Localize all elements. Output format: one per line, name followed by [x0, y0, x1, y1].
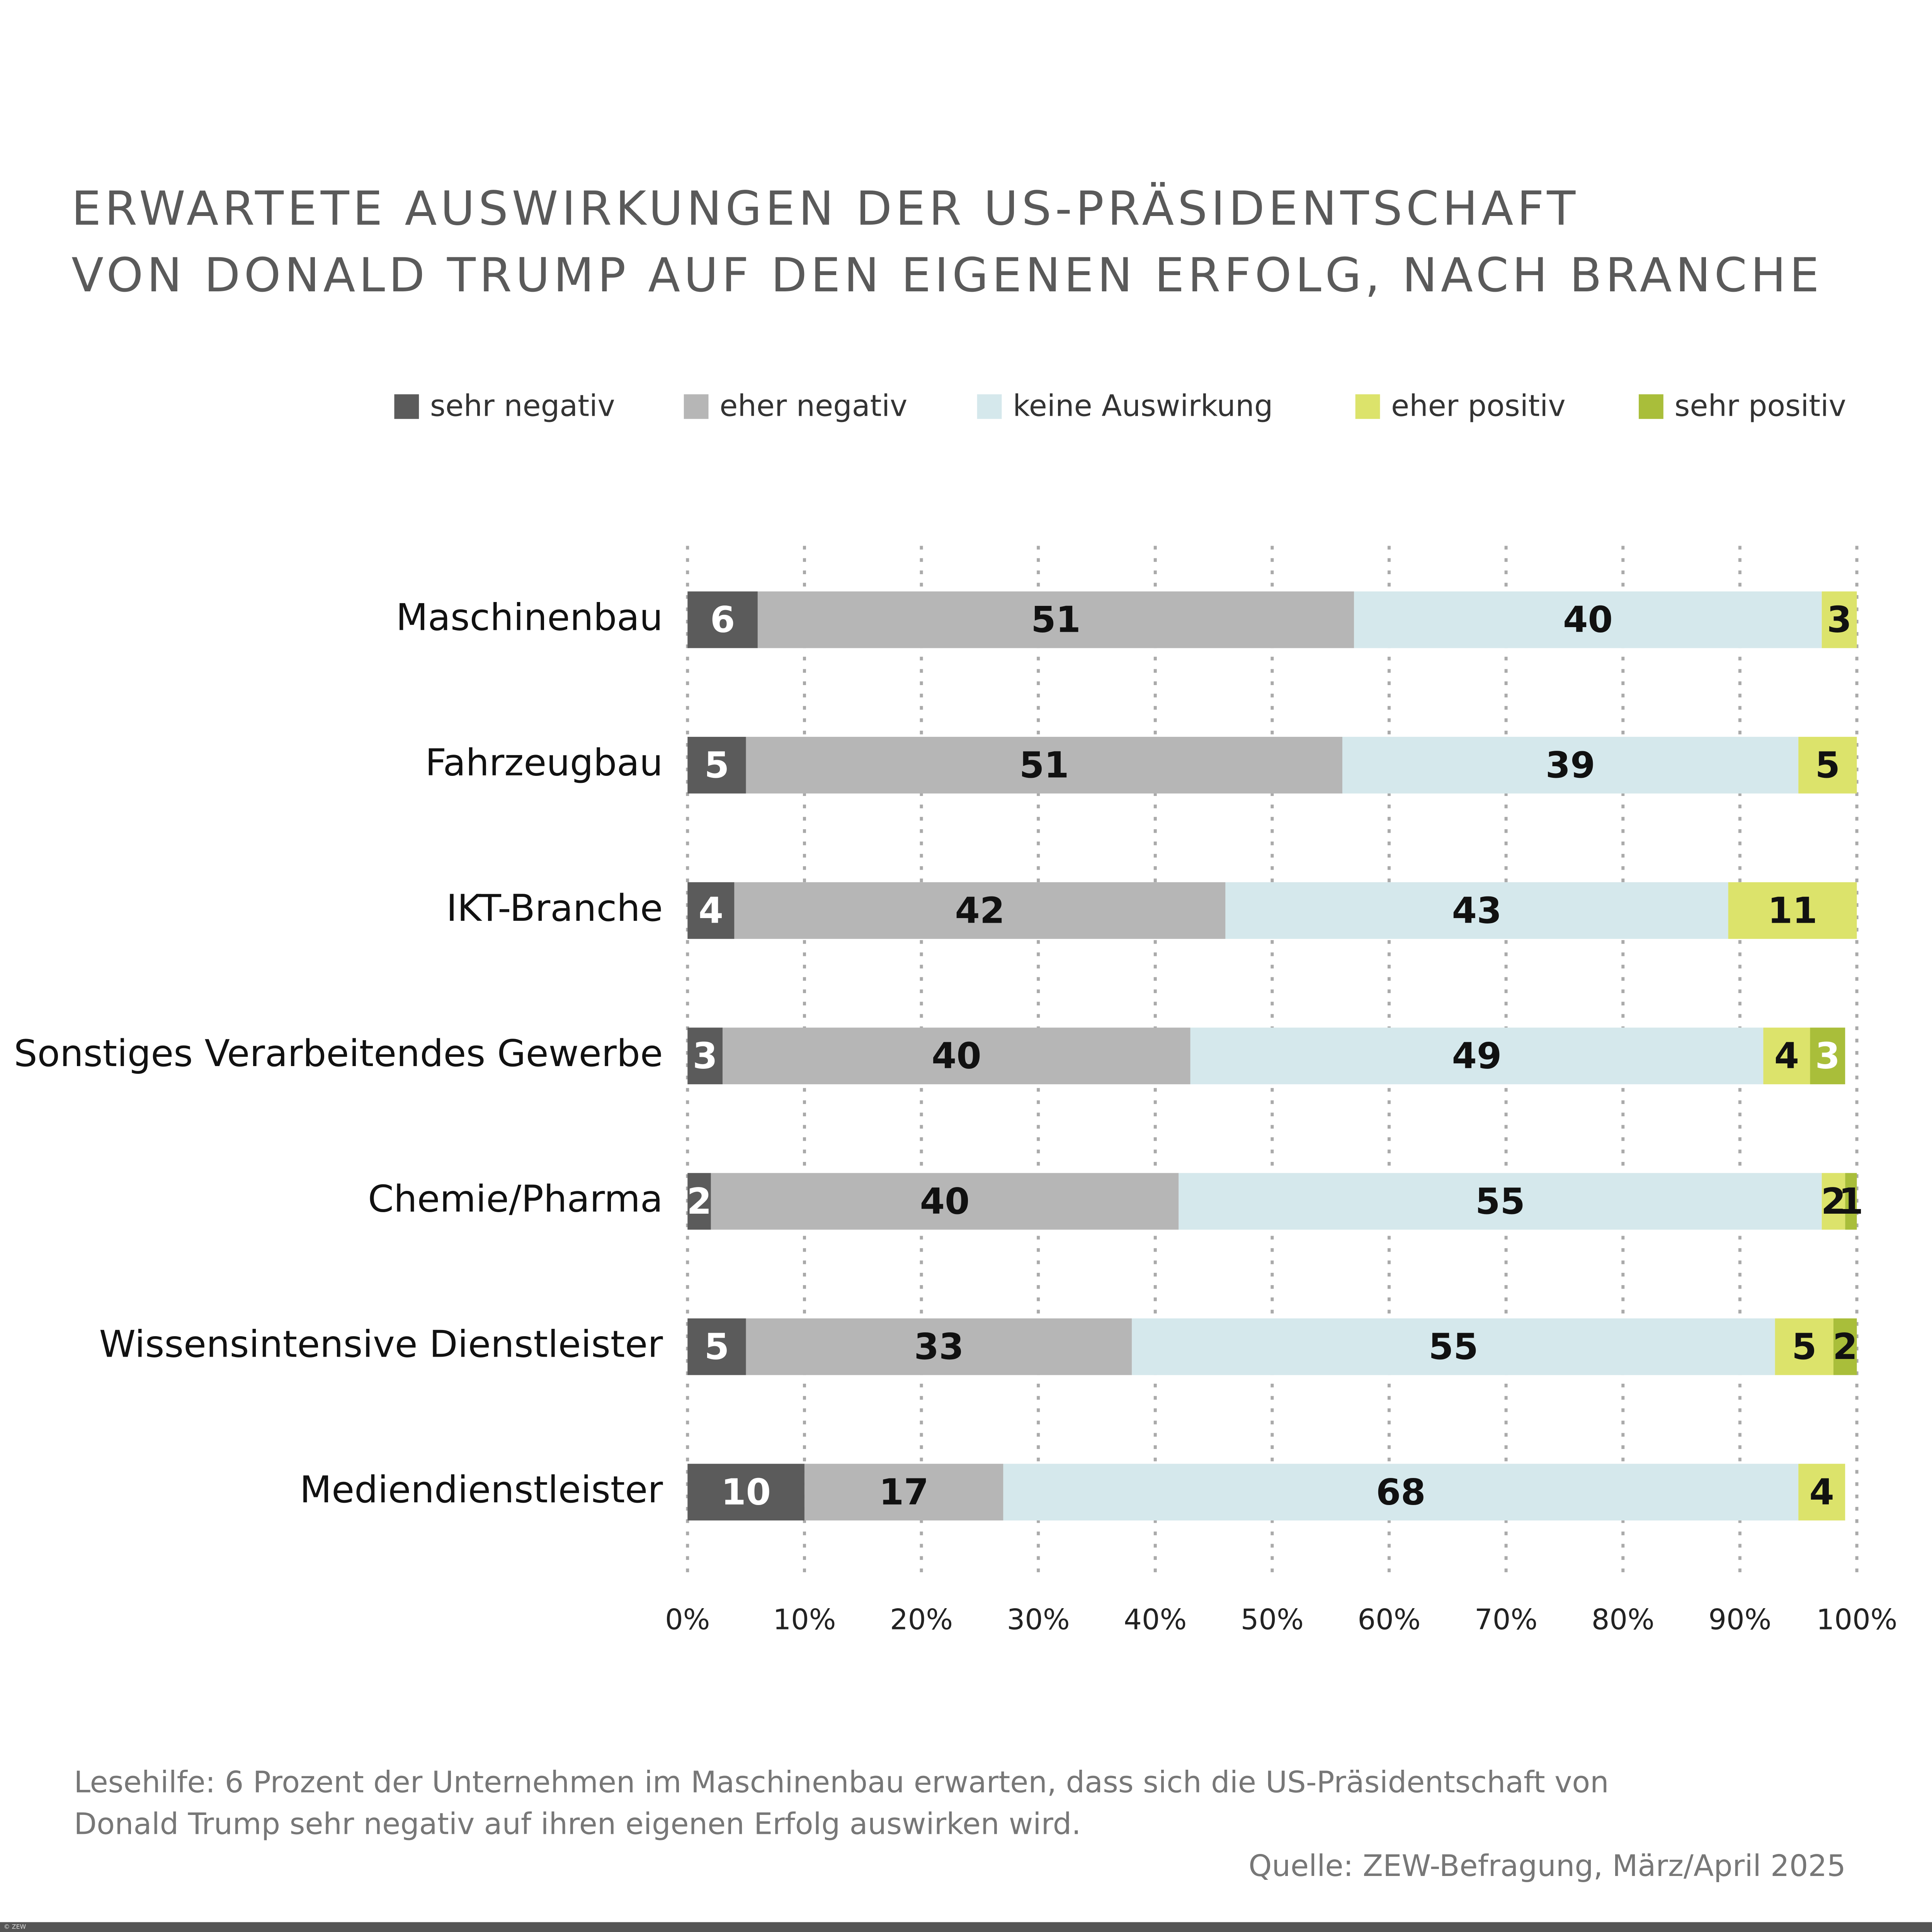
bar-segment [1810, 1027, 1845, 1085]
y-tick-label: Mediendienstleister [300, 1468, 663, 1511]
bar-segment [1728, 882, 1857, 939]
chart-title: VON DONALD TRUMP AUF DEN EIGENEN ERFOLG,… [71, 248, 1823, 303]
value-label: 6 [710, 599, 735, 641]
bar-segment [1190, 1027, 1764, 1085]
bar-segment [746, 736, 1342, 794]
legend-swatch [977, 394, 1002, 419]
value-label: 2 [1821, 1180, 1846, 1222]
bar-segment [1821, 591, 1857, 648]
legend-swatch [1355, 394, 1380, 419]
x-tick-label: 10% [773, 1603, 836, 1636]
value-label: 3 [1815, 1035, 1840, 1077]
value-label: 5 [704, 1326, 729, 1367]
bar-segment [711, 1173, 1179, 1230]
y-tick-label: Wissensintensive Dienstleister [99, 1323, 663, 1366]
bar-segment [746, 1318, 1132, 1375]
legend-swatch [684, 394, 709, 419]
legend-swatch [1639, 394, 1663, 419]
x-tick-label: 30% [1007, 1603, 1070, 1636]
source: Quelle: ZEW-Befragung, März/April 2025 [1248, 1849, 1846, 1883]
bar-segment [734, 882, 1226, 939]
bar-segment [687, 591, 758, 648]
value-label: 3 [693, 1035, 718, 1077]
x-tick-label: 0% [665, 1603, 710, 1636]
value-label: 40 [920, 1180, 970, 1222]
bar-segment [687, 1318, 746, 1375]
bar-segment [757, 591, 1354, 648]
value-label: 2 [687, 1180, 711, 1222]
bar-segment [1798, 1464, 1845, 1520]
bar-segment [1132, 1318, 1775, 1375]
legend-label: sehr positiv [1675, 389, 1846, 423]
x-tick-label: 20% [890, 1603, 953, 1636]
value-label: 55 [1429, 1326, 1478, 1367]
x-tick-label: 60% [1358, 1603, 1421, 1636]
y-tick-label: Sonstiges Verarbeitendes Gewerbe [14, 1032, 663, 1075]
value-label: 4 [699, 889, 723, 931]
bar-segment [687, 1464, 804, 1520]
x-tick-label: 100% [1816, 1603, 1898, 1636]
bar-segment [1775, 1318, 1833, 1375]
bar-segment [1354, 591, 1822, 648]
value-label: 11 [1768, 889, 1818, 931]
bar-segment [1821, 1173, 1845, 1230]
footer-bar [0, 1922, 1932, 1932]
value-label: 3 [1827, 599, 1852, 641]
legend-label: eher negativ [719, 389, 907, 423]
value-label: 10 [721, 1471, 771, 1513]
bar-segment [687, 1173, 711, 1230]
y-tick-label: IKT-Branche [446, 886, 663, 930]
copyright: © ZEW [4, 1923, 26, 1930]
x-tick-label: 50% [1241, 1603, 1304, 1636]
value-label: 17 [879, 1471, 929, 1513]
bar-segment [687, 1027, 723, 1085]
x-tick-label: 70% [1475, 1603, 1537, 1636]
bar-segment [1003, 1464, 1799, 1520]
value-label: 51 [1031, 599, 1081, 641]
bar-segment [1845, 1173, 1857, 1230]
value-label: 4 [1774, 1035, 1799, 1077]
value-label: 40 [932, 1035, 981, 1077]
bar-segment [1798, 736, 1857, 794]
value-label: 2 [1833, 1326, 1857, 1367]
value-label: 40 [1563, 599, 1613, 641]
value-label: 5 [704, 744, 729, 786]
bar-segment [804, 1464, 1003, 1520]
value-label: 51 [1019, 744, 1069, 786]
value-label: 49 [1452, 1035, 1502, 1077]
value-label: 39 [1546, 744, 1595, 786]
y-tick-label: Maschinenbau [396, 595, 663, 639]
legend-label: eher positiv [1391, 389, 1565, 423]
bar-segment [1763, 1027, 1810, 1085]
y-tick-label: Fahrzeugbau [425, 741, 663, 784]
value-label: 1 [1838, 1180, 1863, 1222]
x-tick-label: 80% [1592, 1603, 1655, 1636]
note: Donald Trump sehr negativ auf ihren eige… [74, 1807, 1081, 1842]
value-label: 33 [914, 1326, 964, 1367]
bar-segment [1225, 882, 1728, 939]
value-label: 68 [1376, 1471, 1426, 1513]
value-label: 55 [1475, 1180, 1525, 1222]
value-label: 42 [955, 889, 1005, 931]
legend-label: keine Auswirkung [1013, 389, 1273, 423]
bar-segment [687, 882, 735, 939]
bar-segment [1833, 1318, 1857, 1375]
bar-segment [1179, 1173, 1822, 1230]
value-label: 5 [1792, 1326, 1816, 1367]
value-label: 5 [1815, 744, 1840, 786]
legend-swatch [394, 394, 419, 419]
bar-segment [687, 736, 746, 794]
note: Lesehilfe: 6 Prozent der Unternehmen im … [74, 1765, 1609, 1799]
legend-label: sehr negativ [430, 389, 615, 423]
bar-segment [723, 1027, 1190, 1085]
y-tick-label: Chemie/Pharma [368, 1177, 663, 1220]
bar-segment [1342, 736, 1799, 794]
value-label: 4 [1810, 1471, 1834, 1513]
x-tick-label: 40% [1124, 1603, 1187, 1636]
value-label: 43 [1452, 889, 1502, 931]
x-tick-label: 90% [1708, 1603, 1771, 1636]
chart-title: ERWARTETE AUSWIRKUNGEN DER US-PRÄSIDENTS… [71, 182, 1579, 236]
